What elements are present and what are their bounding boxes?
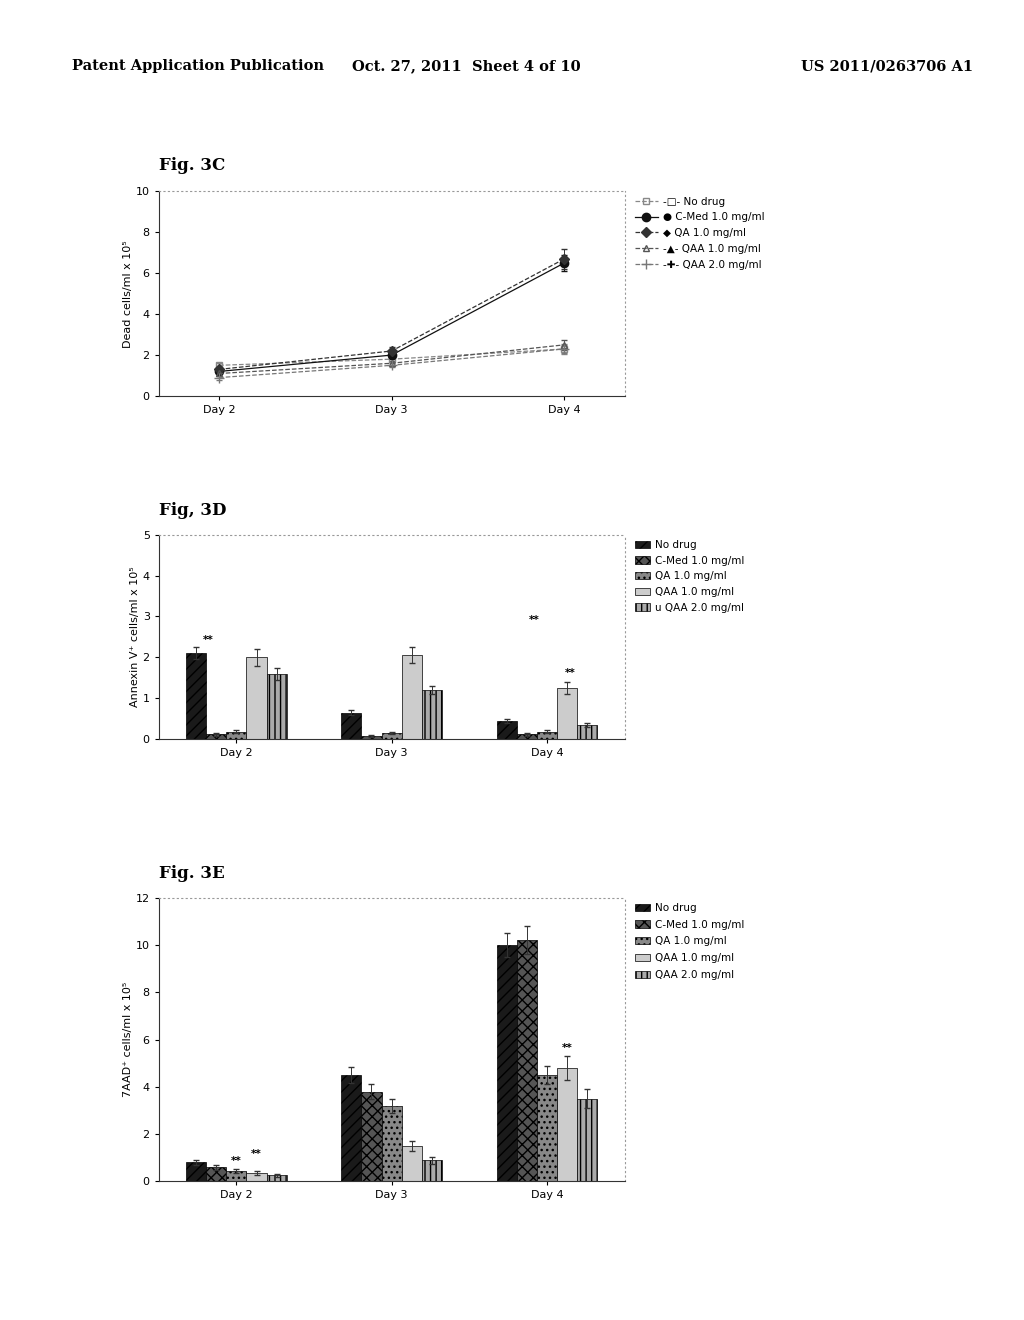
Bar bbox=[517, 940, 537, 1181]
Bar bbox=[186, 1163, 206, 1181]
Bar bbox=[422, 1160, 442, 1181]
Bar bbox=[361, 1092, 382, 1181]
Bar bbox=[401, 655, 422, 739]
Bar bbox=[226, 1171, 247, 1181]
Text: Oct. 27, 2011  Sheet 4 of 10: Oct. 27, 2011 Sheet 4 of 10 bbox=[351, 59, 581, 74]
Bar bbox=[382, 1106, 401, 1181]
Bar bbox=[578, 1098, 597, 1181]
Text: Fig, 3D: Fig, 3D bbox=[159, 502, 226, 519]
Bar bbox=[266, 673, 287, 739]
Bar bbox=[206, 734, 226, 739]
Bar bbox=[557, 1068, 578, 1181]
Bar bbox=[497, 945, 517, 1181]
Legend: No drug, C-Med 1.0 mg/ml, QA 1.0 mg/ml, QAA 1.0 mg/ml, u QAA 2.0 mg/ml: No drug, C-Med 1.0 mg/ml, QA 1.0 mg/ml, … bbox=[635, 540, 744, 612]
Bar bbox=[422, 690, 442, 739]
Text: **: ** bbox=[529, 615, 540, 624]
Y-axis label: 7AAD⁺ cells/ml x 10⁵: 7AAD⁺ cells/ml x 10⁵ bbox=[123, 982, 133, 1097]
Bar bbox=[557, 688, 578, 739]
Bar bbox=[517, 734, 537, 739]
Text: **: ** bbox=[562, 1043, 572, 1053]
Bar bbox=[266, 1176, 287, 1181]
Text: Fig. 3E: Fig. 3E bbox=[159, 865, 224, 882]
Bar bbox=[382, 733, 401, 739]
Bar bbox=[226, 731, 247, 739]
Text: **: ** bbox=[251, 1148, 262, 1159]
Bar bbox=[247, 1173, 266, 1181]
Legend: No drug, C-Med 1.0 mg/ml, QA 1.0 mg/ml, QAA 1.0 mg/ml, QAA 2.0 mg/ml: No drug, C-Med 1.0 mg/ml, QA 1.0 mg/ml, … bbox=[635, 903, 744, 979]
Bar bbox=[247, 657, 266, 739]
Text: Patent Application Publication: Patent Application Publication bbox=[72, 59, 324, 74]
Bar bbox=[361, 737, 382, 739]
Bar bbox=[186, 653, 206, 739]
Bar bbox=[578, 725, 597, 739]
Y-axis label: Annexin V⁺ cells/ml x 10⁵: Annexin V⁺ cells/ml x 10⁵ bbox=[130, 566, 140, 708]
Bar bbox=[401, 1146, 422, 1181]
Y-axis label: Dead cells/ml x 10⁵: Dead cells/ml x 10⁵ bbox=[123, 240, 133, 347]
Text: Fig. 3C: Fig. 3C bbox=[159, 157, 225, 174]
Bar bbox=[341, 713, 361, 739]
Text: **: ** bbox=[565, 668, 575, 677]
Bar bbox=[537, 1074, 557, 1181]
Bar bbox=[341, 1074, 361, 1181]
Bar bbox=[497, 721, 517, 739]
Text: US 2011/0263706 A1: US 2011/0263706 A1 bbox=[801, 59, 973, 74]
Bar bbox=[206, 1167, 226, 1181]
Bar bbox=[537, 731, 557, 739]
Text: **: ** bbox=[203, 635, 214, 645]
Text: **: ** bbox=[231, 1156, 242, 1166]
Legend: -□- No drug, ● C-Med 1.0 mg/ml, ◆ QA 1.0 mg/ml, -▲- QAA 1.0 mg/ml, -✚- QAA 2.0 m: -□- No drug, ● C-Med 1.0 mg/ml, ◆ QA 1.0… bbox=[635, 197, 765, 269]
